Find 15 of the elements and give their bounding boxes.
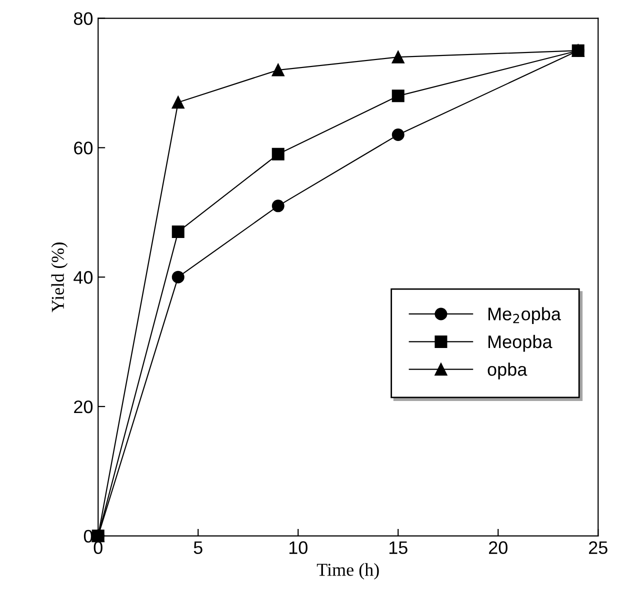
x-tick-label: 20 xyxy=(488,541,508,554)
legend-label: Me$_{2}$opba xyxy=(488,307,561,324)
y-tick-label: 60 xyxy=(74,142,93,154)
y-tick-label: 80 xyxy=(74,12,93,25)
x-axis-title: Time (h) xyxy=(316,563,379,580)
y-tick-label: 20 xyxy=(74,400,93,414)
x-tick-label: 0 xyxy=(94,541,102,554)
y-axis-title: Yield (%) xyxy=(51,242,68,312)
x-tick-label: 5 xyxy=(194,541,202,554)
y-tick-label: 40 xyxy=(74,271,93,284)
legend-label: Meopba xyxy=(488,334,552,352)
legend-label: opba xyxy=(488,362,528,380)
x-tick-label: 10 xyxy=(289,541,308,554)
x-tick-label: 25 xyxy=(588,541,608,554)
x-tick-label: 15 xyxy=(389,541,408,554)
